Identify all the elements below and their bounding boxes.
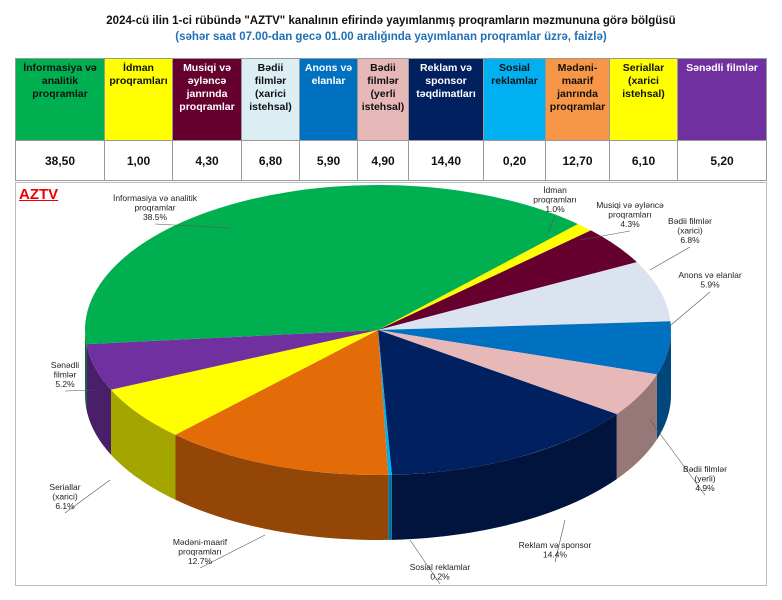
pie-slice-side (391, 414, 617, 540)
pie-slice (175, 330, 389, 475)
leader-line (649, 246, 691, 271)
leader-line (649, 419, 706, 496)
table-value-cell: 6,10 (609, 140, 678, 181)
data-label: 1.0% (545, 204, 565, 214)
table-header-cell: Sənədli filmlər (677, 58, 767, 141)
pie-slice (378, 223, 591, 330)
data-label: 4.9% (695, 483, 715, 493)
data-label: (yerli) (694, 474, 715, 484)
data-label: Seriallar (49, 482, 80, 492)
table-value-cell: 4,30 (172, 140, 242, 181)
data-label: 5.9% (700, 280, 720, 290)
data-label: Musiqi və əyləncə (596, 200, 664, 210)
table-value-cell: 5,20 (677, 140, 767, 181)
data-table: İnformasiya və analitik proqramlar İdman … (15, 58, 767, 181)
pie-slice (378, 262, 671, 330)
table-value-cell: 4,90 (357, 140, 409, 181)
leader-line (154, 223, 231, 229)
table-value-cell: 5,90 (299, 140, 358, 181)
data-label: 14.4% (543, 550, 568, 560)
pie-slice (111, 330, 378, 435)
chart-title: AZTV (19, 186, 59, 203)
data-label: 38.5% (143, 212, 168, 222)
data-label: (xarici) (677, 226, 703, 236)
table-header-cell: İdman proqramları (104, 58, 173, 141)
table-header-cell: Anons və elanlar (299, 58, 358, 141)
data-label: Bədii filmlər (668, 216, 712, 226)
pie-slice-side (85, 330, 87, 410)
table-value-cell: 6,80 (241, 140, 300, 181)
data-label: Mədəni-maarif (173, 537, 228, 547)
table-header-cell: Bədii filmlər (yerli istehsal) (357, 58, 409, 141)
pie-slice (378, 330, 617, 475)
leader-line (554, 519, 566, 563)
table-header-cell: Musiqi və əyləncə janrında proqramlar (172, 58, 242, 141)
data-label: Sosial reklamlar (410, 562, 471, 572)
pie-slice-side (86, 344, 112, 455)
pie-slice (86, 330, 378, 390)
data-label: proqramları (533, 195, 576, 205)
leader-line (547, 215, 556, 233)
page-title: 2024-cü ilin 1-ci rübündə "AZTV" kanalın… (106, 15, 676, 27)
data-label: Sənədli (51, 360, 79, 370)
leader-line (64, 389, 96, 392)
data-label: 0.2% (430, 572, 450, 582)
table-header-cell: Bədii filmlər (xarici istehsal) (241, 58, 300, 141)
leader-line (409, 539, 441, 585)
table-value-cell: 0,20 (483, 140, 546, 181)
pie-slice-side (656, 330, 671, 440)
data-label: filmlər (54, 370, 77, 380)
data-label: (xarici) (52, 492, 78, 502)
data-label: proqramlar (134, 203, 175, 213)
leader-line (664, 291, 711, 331)
data-label: 4.3% (620, 219, 640, 229)
pie-slice-side (388, 474, 392, 540)
table-value-cell: 12,70 (545, 140, 610, 181)
pie-slice (378, 321, 671, 375)
table-header-cell: Mədəni-maarif janrında proqramlar (545, 58, 610, 141)
data-label: Anons və elanlar (678, 270, 741, 280)
pie-slice-side (175, 434, 389, 540)
pie-slice-side (111, 389, 176, 500)
table-value-cell: 14,40 (408, 140, 484, 181)
leader-line (579, 230, 631, 241)
pie-slice-side (616, 374, 657, 480)
chart-area (15, 182, 767, 586)
data-label: proqramları (178, 547, 221, 557)
table-header-cell: İnformasiya və analitik proqramlar (15, 58, 105, 141)
page-subtitle: (səhər saat 07.00-dan gecə 01.00 aralığı… (175, 31, 607, 43)
data-label: 12.7% (188, 556, 213, 566)
leader-line (64, 479, 111, 514)
table-value-cell: 1,00 (104, 140, 173, 181)
data-label: 6.1% (55, 501, 75, 511)
pie-slice (378, 230, 637, 330)
pie-slice (85, 185, 578, 345)
data-label: Bədii filmlər (683, 464, 727, 474)
data-label: İnformasiya və analitik (113, 193, 198, 203)
leader-line (199, 534, 266, 569)
data-label: İdman (543, 185, 567, 195)
data-label: 5.2% (55, 379, 75, 389)
data-label: 6.8% (680, 235, 700, 245)
pie-slice (378, 330, 392, 475)
data-label: Reklam və sponsor (519, 540, 592, 550)
data-label: proqramları (608, 210, 651, 220)
pie-slice (378, 330, 657, 415)
table-header-cell: Reklam və sponsor təqdimatları (408, 58, 484, 141)
